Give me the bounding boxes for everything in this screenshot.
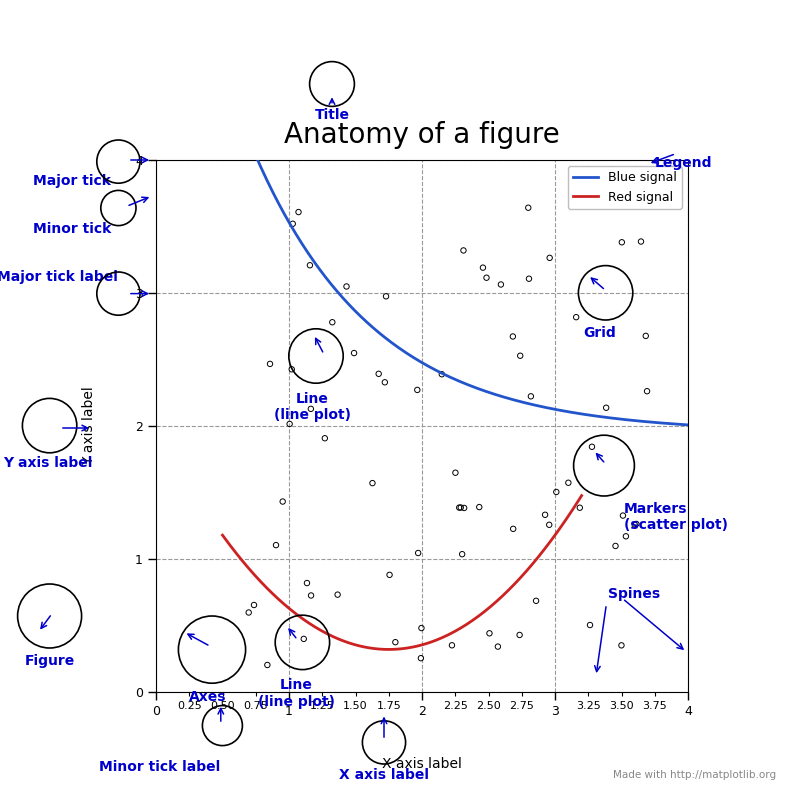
Point bbox=[639, 330, 652, 342]
Point bbox=[378, 376, 391, 389]
Point bbox=[483, 627, 496, 640]
Legend: Blue signal, Red signal: Blue signal, Red signal bbox=[568, 166, 682, 209]
Point bbox=[454, 501, 467, 514]
Text: Grid: Grid bbox=[584, 326, 616, 341]
Point bbox=[331, 588, 344, 601]
Point bbox=[584, 618, 597, 631]
Text: Axes: Axes bbox=[190, 690, 226, 704]
Point bbox=[506, 330, 519, 343]
Point bbox=[318, 432, 331, 445]
Text: Major tick label: Major tick label bbox=[0, 270, 118, 284]
Point bbox=[435, 368, 448, 381]
Point bbox=[506, 522, 519, 535]
Text: Title: Title bbox=[314, 108, 350, 122]
Point bbox=[600, 402, 613, 414]
Point bbox=[292, 206, 305, 218]
Text: Minor tick: Minor tick bbox=[33, 222, 111, 237]
Y-axis label: Y axis label: Y axis label bbox=[82, 386, 96, 466]
Point bbox=[538, 508, 551, 521]
Point bbox=[494, 278, 507, 291]
Point bbox=[453, 502, 466, 514]
Point bbox=[305, 589, 318, 602]
Point bbox=[617, 509, 630, 522]
Text: Major tick: Major tick bbox=[33, 174, 111, 188]
Point bbox=[276, 495, 289, 508]
Point bbox=[264, 358, 277, 370]
Point bbox=[366, 477, 379, 490]
Point bbox=[298, 633, 310, 646]
Point bbox=[456, 548, 469, 561]
Point bbox=[513, 629, 526, 642]
Point bbox=[522, 272, 535, 285]
Point bbox=[414, 652, 427, 665]
Point bbox=[446, 639, 458, 652]
Text: Legend: Legend bbox=[655, 156, 713, 170]
Point bbox=[641, 385, 654, 398]
Point bbox=[372, 367, 385, 380]
Point bbox=[473, 501, 486, 514]
Point bbox=[525, 390, 538, 402]
Point bbox=[301, 577, 314, 590]
Text: Figure: Figure bbox=[25, 654, 74, 669]
Point bbox=[412, 546, 425, 559]
Point bbox=[522, 202, 534, 214]
Point bbox=[615, 236, 628, 249]
Point bbox=[286, 363, 298, 376]
Point bbox=[530, 594, 542, 607]
Point bbox=[562, 476, 574, 489]
Point bbox=[550, 486, 562, 498]
Point bbox=[283, 418, 296, 430]
Point bbox=[305, 402, 318, 415]
Point bbox=[514, 350, 526, 362]
Point bbox=[458, 502, 470, 514]
Point bbox=[628, 518, 641, 531]
Point bbox=[570, 310, 582, 323]
Point bbox=[477, 262, 490, 274]
Point bbox=[574, 502, 586, 514]
Title: Anatomy of a figure: Anatomy of a figure bbox=[284, 122, 560, 150]
Text: Made with http://matplotlib.org: Made with http://matplotlib.org bbox=[613, 770, 776, 780]
Point bbox=[326, 316, 338, 329]
Point bbox=[543, 518, 556, 531]
Point bbox=[383, 569, 396, 582]
Point bbox=[609, 539, 622, 552]
Text: Markers
(scatter plot): Markers (scatter plot) bbox=[624, 502, 728, 532]
Point bbox=[619, 530, 632, 542]
Text: Line
(line plot): Line (line plot) bbox=[274, 392, 350, 422]
Text: Y axis label: Y axis label bbox=[3, 456, 93, 470]
Point bbox=[615, 639, 628, 652]
Point bbox=[348, 346, 361, 359]
Point bbox=[242, 606, 255, 619]
Point bbox=[261, 658, 274, 671]
Point bbox=[480, 271, 493, 284]
Text: X axis label: X axis label bbox=[339, 768, 429, 782]
Point bbox=[270, 538, 282, 551]
Point bbox=[630, 518, 642, 530]
Point bbox=[457, 244, 470, 257]
Point bbox=[303, 259, 316, 272]
Text: Line
(line plot): Line (line plot) bbox=[258, 678, 334, 709]
Text: Minor tick label: Minor tick label bbox=[99, 760, 221, 774]
Point bbox=[543, 251, 556, 264]
Point bbox=[415, 622, 428, 634]
Point bbox=[340, 280, 353, 293]
Point bbox=[411, 383, 424, 396]
X-axis label: X axis label: X axis label bbox=[382, 757, 462, 771]
Point bbox=[286, 218, 299, 230]
Text: Spines: Spines bbox=[608, 587, 660, 602]
Point bbox=[380, 290, 393, 302]
Point bbox=[634, 235, 647, 248]
Point bbox=[449, 466, 462, 479]
Point bbox=[389, 636, 402, 649]
Point bbox=[586, 440, 598, 453]
Point bbox=[491, 640, 504, 653]
Point bbox=[248, 598, 261, 611]
